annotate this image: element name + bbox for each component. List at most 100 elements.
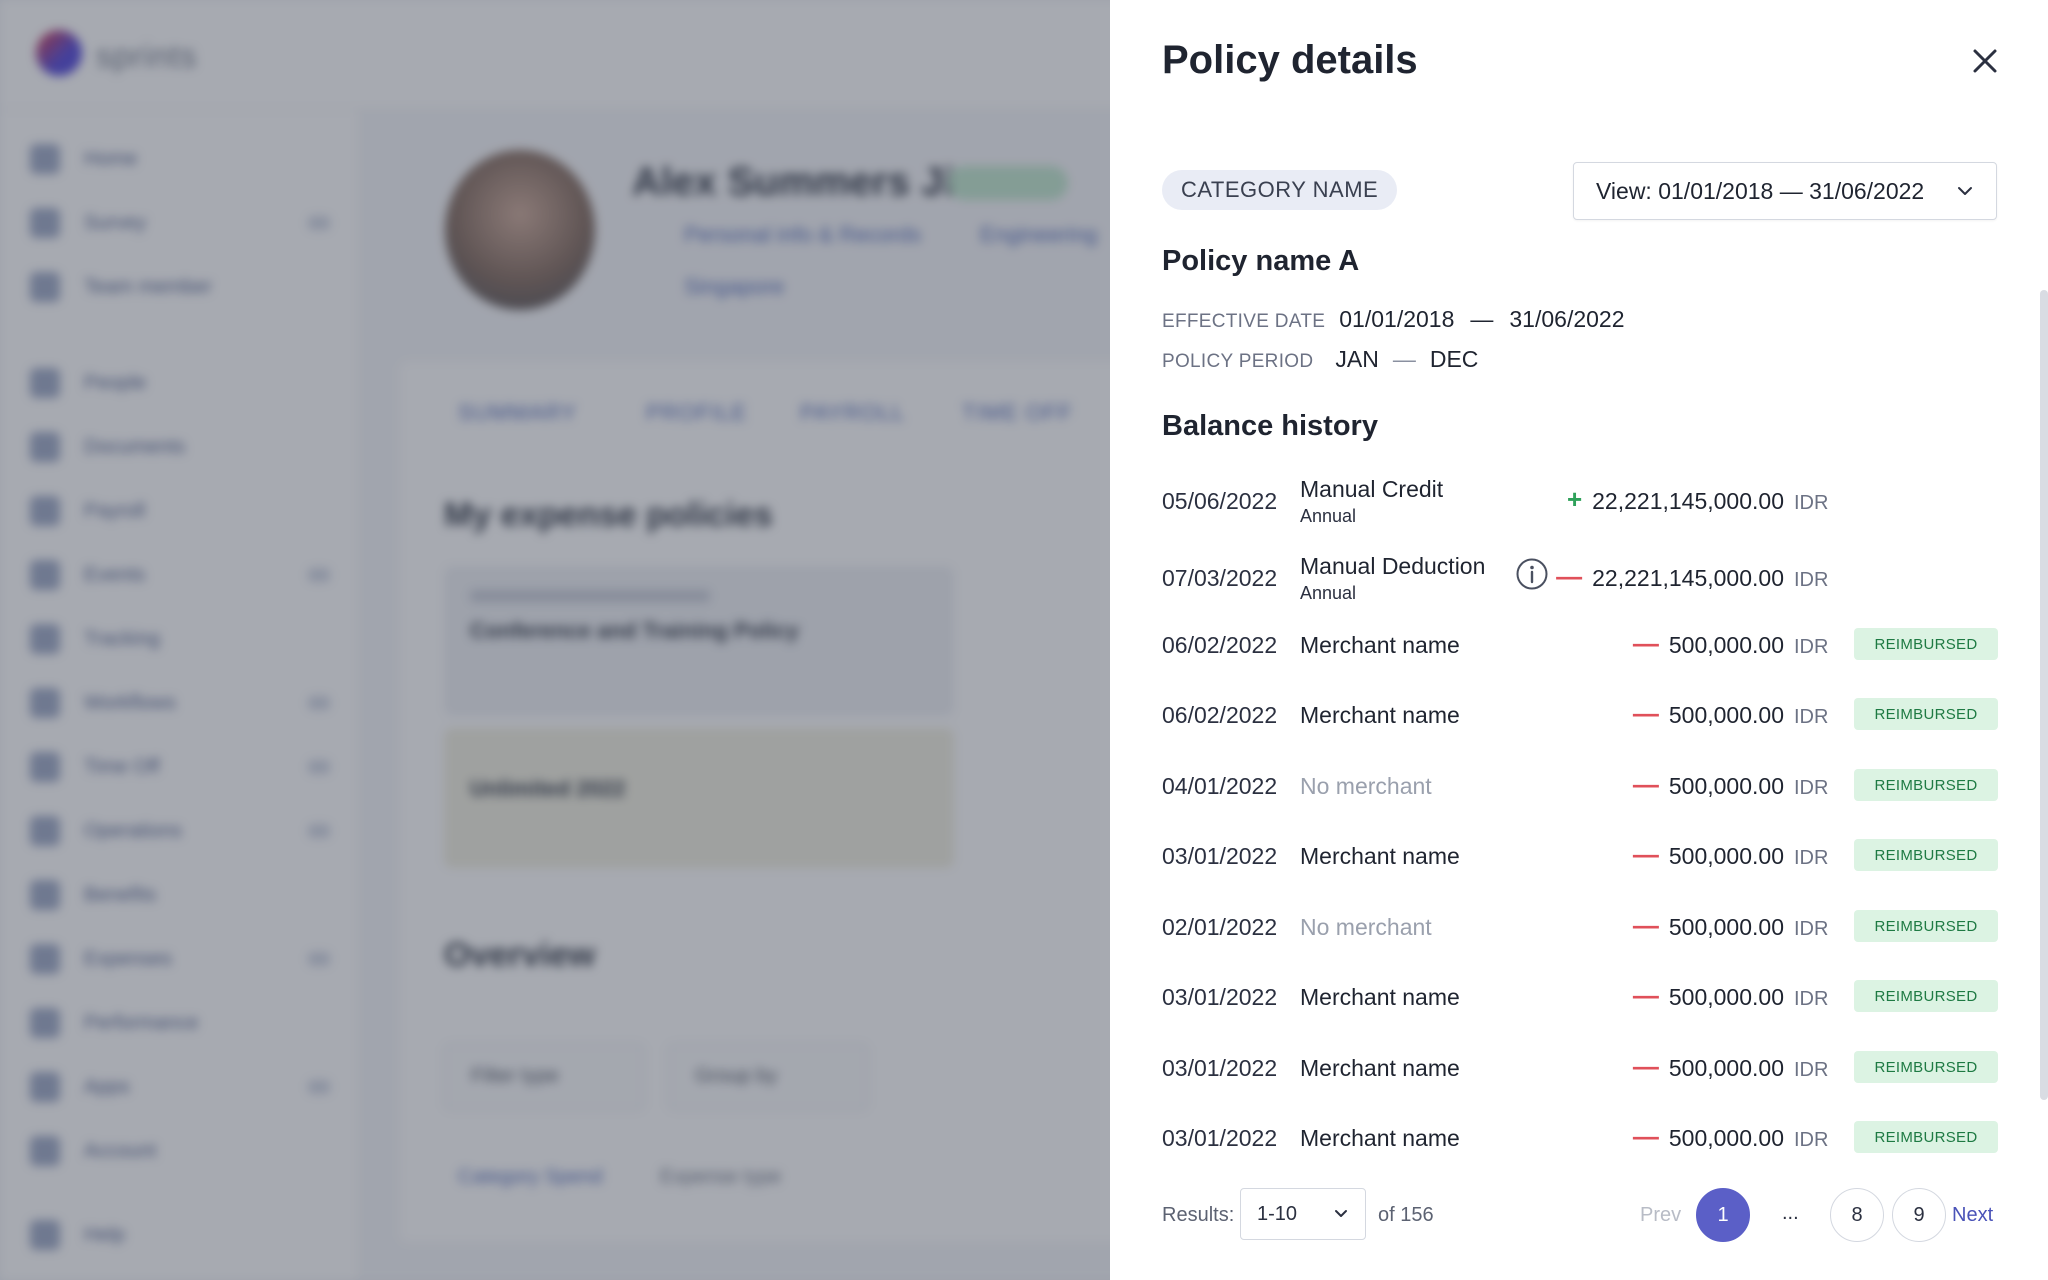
home-icon: [30, 144, 60, 174]
tab-profile[interactable]: PROFILE: [646, 400, 748, 425]
people-icon: [30, 368, 60, 398]
operations-icon: [30, 816, 60, 846]
count-badge: [308, 568, 330, 582]
pagination: Results: 1-10 of 156 Prev 1 ... 8 9 Next: [1162, 1188, 1998, 1244]
placeholder-line: [470, 590, 710, 602]
policy-period-row: POLICY PERIOD JAN — DEC: [1162, 346, 1478, 373]
filter-select[interactable]: Filter type: [444, 1044, 644, 1110]
history-subtitle: Annual: [1300, 506, 1357, 526]
tab-time-off[interactable]: TIME OFF: [962, 400, 1073, 425]
minus-sign: —: [1632, 628, 1659, 658]
payroll-icon: [30, 496, 60, 526]
chevron-down-icon: [1956, 182, 1974, 200]
period-start: JAN: [1335, 346, 1379, 372]
page-button-8[interactable]: 8: [1830, 1188, 1884, 1242]
sidebar-item[interactable]: Team member: [30, 272, 330, 302]
sidebar-item[interactable]: Performance: [30, 1008, 330, 1038]
bg-button[interactable]: Expense type: [660, 1166, 782, 1188]
tab-payroll[interactable]: PAYROLL: [800, 400, 906, 425]
sidebar-item[interactable]: Tracking: [30, 624, 330, 654]
next-page-button[interactable]: Next: [1952, 1204, 1994, 1226]
policy-card[interactable]: Conference and Training Policy: [444, 566, 954, 716]
history-amount: 500,000.00: [1668, 914, 1784, 940]
sidebar-item[interactable]: Survey: [30, 208, 330, 238]
reimbursed-badge: REIMBURSED: [1854, 698, 1998, 730]
count-badge: [308, 824, 330, 838]
sidebar-item[interactable]: Account: [30, 1136, 330, 1166]
survey-icon: [30, 208, 60, 238]
reimbursed-badge: REIMBURSED: [1854, 839, 1998, 871]
close-button[interactable]: [1960, 36, 2010, 86]
reimbursed-badge: REIMBURSED: [1854, 628, 1998, 660]
history-currency: IDR: [1794, 918, 1829, 940]
help-icon: [30, 1220, 60, 1250]
profile-meta[interactable]: Personal info & Records: [684, 222, 922, 247]
bg-button[interactable]: Category Spend: [458, 1166, 603, 1188]
sidebar-item[interactable]: Apps: [30, 1072, 330, 1102]
avatar: [445, 150, 595, 310]
chevron-down-icon: [1333, 1206, 1349, 1222]
sidebar-item[interactable]: Events: [30, 560, 330, 590]
category-chip: CATEGORY NAME: [1162, 170, 1398, 210]
history-currency: IDR: [1794, 777, 1829, 799]
tab-summary[interactable]: SUMMARY: [458, 400, 578, 425]
page-button-9[interactable]: 9: [1892, 1188, 1946, 1242]
minus-sign: —: [1632, 980, 1659, 1010]
filter-select[interactable]: Group by: [668, 1044, 868, 1110]
performance-icon: [30, 1008, 60, 1038]
sidebar-item[interactable]: Help: [30, 1220, 330, 1250]
minus-sign: —: [1632, 698, 1659, 728]
history-amount: 500,000.00: [1668, 843, 1784, 869]
sidebar-item[interactable]: Benefits: [30, 880, 330, 910]
period-dash: —: [1392, 346, 1416, 372]
history-amount: 500,000.00: [1668, 1055, 1784, 1081]
profile-meta[interactable]: Singapore: [684, 274, 785, 299]
history-description: Merchant name: [1300, 632, 1460, 658]
results-per-page-select[interactable]: 1-10: [1240, 1188, 1366, 1240]
sidebar-item[interactable]: Expenses: [30, 944, 330, 974]
sidebar-item[interactable]: People: [30, 368, 330, 398]
info-icon[interactable]: [1515, 557, 1549, 591]
workflows-icon: [30, 688, 60, 718]
history-date: 06/02/2022: [1162, 632, 1278, 658]
history-subtitle: Annual: [1300, 583, 1357, 603]
history-date: 04/01/2022: [1162, 773, 1278, 799]
view-date-range-select[interactable]: View: 01/01/2018 — 31/06/2022: [1573, 162, 1997, 220]
prev-page-button[interactable]: Prev: [1640, 1204, 1682, 1226]
status-badge: [948, 166, 1068, 200]
history-amount: 22,221,145,000.00: [1592, 565, 1784, 591]
section-title: My expense policies: [444, 496, 773, 534]
sidebar-item[interactable]: Payroll: [30, 496, 330, 526]
minus-sign: —: [1632, 769, 1659, 799]
history-date: 03/01/2022: [1162, 1055, 1278, 1081]
sidebar-item[interactable]: Operations: [30, 816, 330, 846]
history-description: Merchant name: [1300, 843, 1460, 869]
drawer-title: Policy details: [1162, 38, 1418, 82]
count-badge: [308, 696, 330, 710]
expenses-icon: [30, 944, 60, 974]
scrollbar[interactable]: [2040, 290, 2048, 1100]
logo-icon: [36, 30, 82, 76]
history-currency: IDR: [1794, 1129, 1829, 1151]
results-total: of 156: [1378, 1204, 1434, 1226]
profile-meta[interactable]: Engineering: [980, 222, 1098, 247]
results-range: 1-10: [1257, 1202, 1298, 1225]
history-description: Manual Credit: [1300, 476, 1444, 502]
history-date: 03/01/2022: [1162, 843, 1278, 869]
sidebar-item[interactable]: Time Off: [30, 752, 330, 782]
sidebar-item[interactable]: Documents: [30, 432, 330, 462]
reimbursed-badge: REIMBURSED: [1854, 1121, 1998, 1153]
history-date: 05/06/2022: [1162, 488, 1278, 514]
policy-name: Policy name A: [1162, 245, 1360, 277]
tracking-icon: [30, 624, 60, 654]
results-label: Results:: [1162, 1204, 1235, 1226]
sidebar-item[interactable]: Home: [30, 144, 330, 174]
minus-sign: —: [1632, 1121, 1659, 1151]
history-currency: IDR: [1794, 1059, 1829, 1081]
account-icon: [30, 1136, 60, 1166]
minus-sign: —: [1632, 1051, 1659, 1081]
sidebar-item[interactable]: Workflows: [30, 688, 330, 718]
history-currency: IDR: [1794, 569, 1829, 591]
period-end: DEC: [1429, 346, 1479, 372]
page-button-1[interactable]: 1: [1696, 1188, 1750, 1242]
